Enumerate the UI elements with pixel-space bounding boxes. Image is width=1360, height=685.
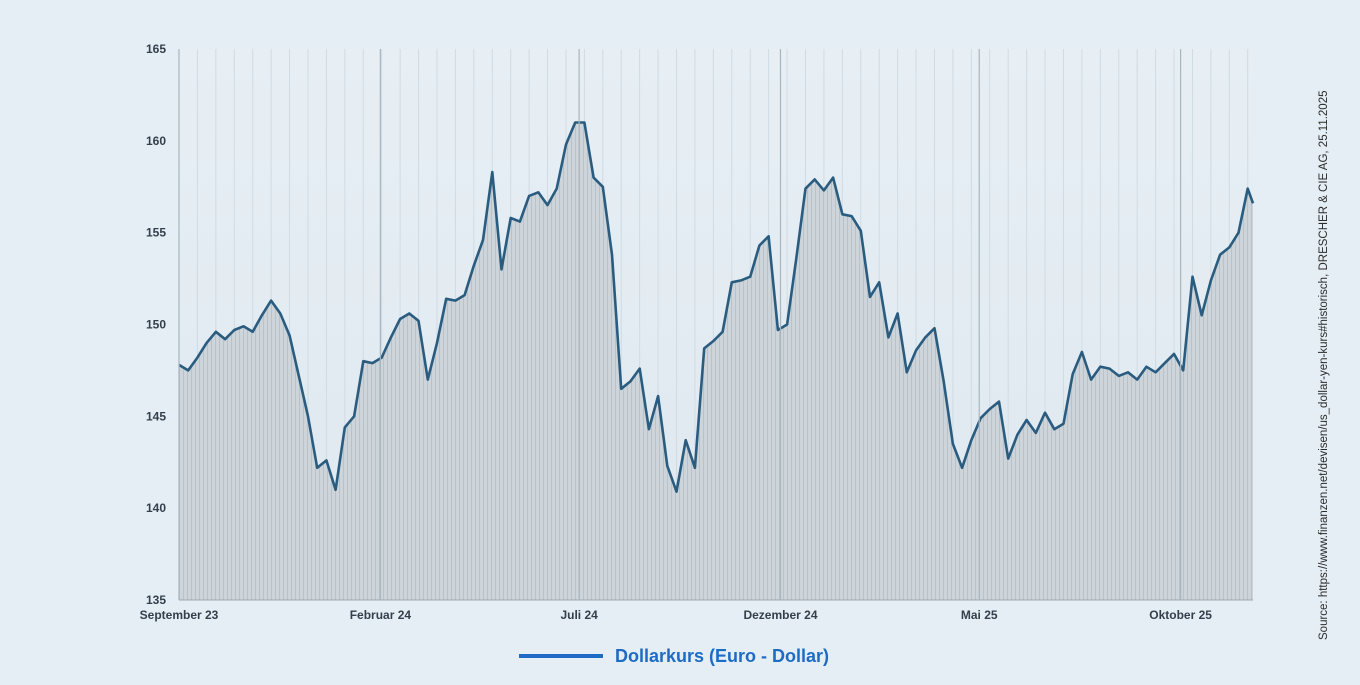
- x-tick-label: Oktober 25: [1149, 608, 1212, 622]
- x-tick-label: Mai 25: [961, 608, 998, 622]
- source-note: Source: https://www.finanzen.net/devisen…: [1318, 90, 1330, 641]
- x-tick-label: Dezember 24: [743, 608, 817, 622]
- y-tick-label: 165: [146, 42, 166, 56]
- y-tick-label: 135: [146, 593, 166, 607]
- y-tick-label: 150: [146, 318, 166, 332]
- x-tick-label: September 23: [140, 608, 219, 622]
- legend-swatch: [519, 654, 603, 658]
- legend-label: Dollarkurs (Euro - Dollar): [615, 645, 830, 666]
- x-tick-label: Februar 24: [350, 608, 412, 622]
- y-tick-label: 155: [146, 226, 166, 240]
- x-tick-label: Juli 24: [560, 608, 598, 622]
- series-area: [179, 122, 1253, 600]
- y-tick-label: 140: [146, 501, 166, 515]
- y-tick-label: 145: [146, 409, 166, 423]
- series-line: [178, 121, 1255, 493]
- legend: Dollarkurs (Euro - Dollar): [519, 644, 829, 668]
- y-tick-label: 160: [146, 134, 166, 148]
